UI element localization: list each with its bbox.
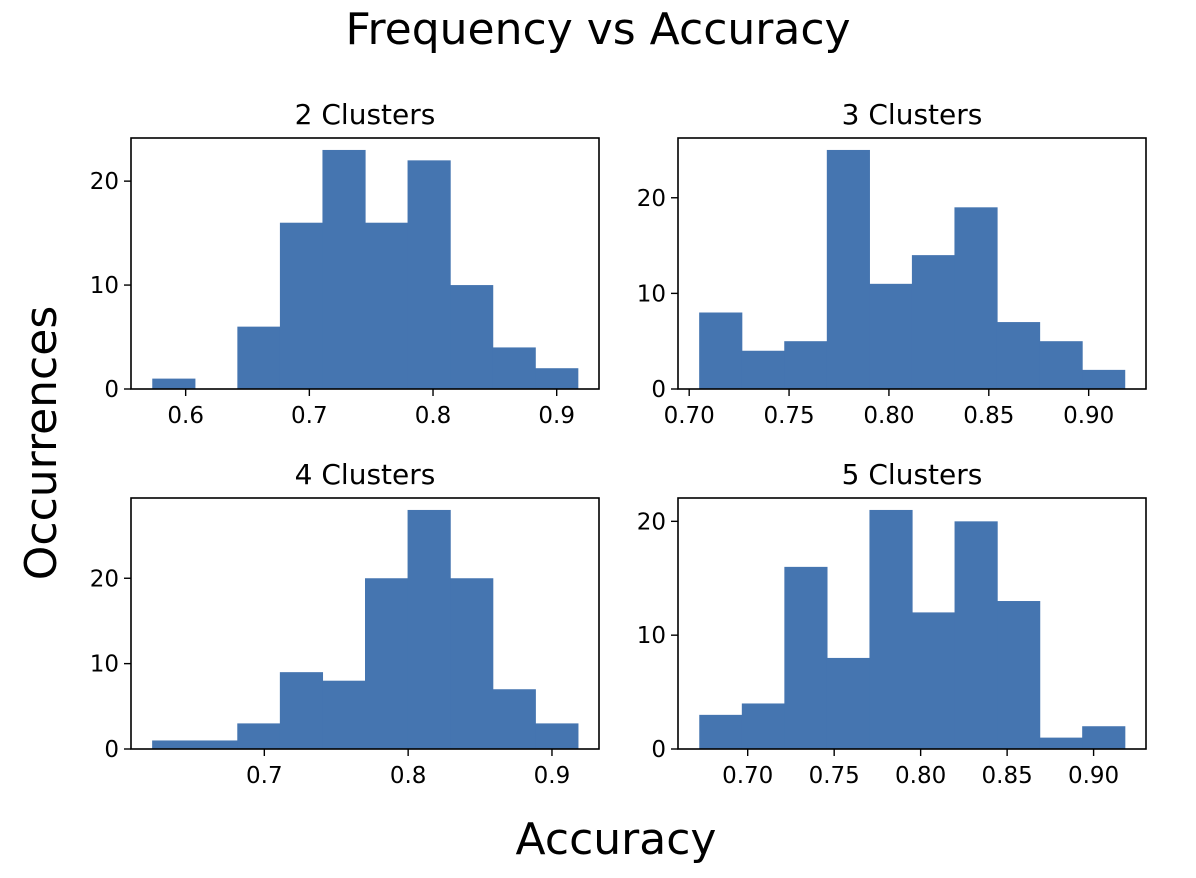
histogram-bar	[492, 689, 536, 749]
histogram-bar	[279, 222, 324, 389]
histogram-bar	[1082, 726, 1126, 749]
histogram-bar	[869, 283, 913, 389]
histogram-bar	[322, 149, 366, 389]
figure-y-axis-label: Occurrences	[16, 305, 67, 581]
x-tick-label: 0.80	[895, 763, 946, 789]
histogram-bar	[826, 657, 871, 749]
y-tick-label: 20	[637, 186, 666, 212]
figure-x-axis-label: Accuracy	[515, 814, 717, 865]
histogram-bar	[784, 341, 828, 389]
histogram-bar	[996, 322, 1041, 389]
axes-frame	[130, 137, 600, 390]
subplot-1: 0.6 0.7 0.8 0.9 0 10 20 2 Clusters	[90, 98, 600, 429]
x-tick-label: 0.7	[246, 763, 283, 789]
x-tick-label: 0.70	[664, 403, 715, 429]
histogram-bar	[869, 509, 913, 749]
histogram-bar	[535, 368, 579, 389]
x-tick-label: 0.80	[863, 403, 914, 429]
subplot-title: 2 Clusters	[295, 98, 436, 131]
x-tick-label: 0.8	[390, 763, 427, 789]
histogram-bar	[237, 723, 281, 749]
subplot-title: 4 Clusters	[295, 458, 436, 491]
y-tick-label: 10	[90, 652, 119, 678]
histogram-bar	[699, 714, 743, 749]
histogram-bar	[1039, 341, 1083, 389]
y-tick-label: 0	[104, 737, 119, 763]
subplot-3: 0.7 0.8 0.9 0 10 20 4 Clusters	[90, 458, 600, 789]
x-tick-label: 0.9	[538, 403, 575, 429]
y-tick-label: 0	[104, 377, 119, 403]
histogram-bar	[535, 723, 579, 749]
histogram-bar	[826, 149, 870, 389]
y-tick-label: 10	[637, 623, 666, 649]
x-tick-label: 0.75	[809, 763, 860, 789]
histogram-bar	[365, 578, 409, 749]
x-tick-label: 0.85	[963, 403, 1014, 429]
histogram-bar	[492, 347, 536, 389]
axes-frame	[677, 137, 1147, 390]
histogram-bar	[450, 285, 494, 389]
histogram-bar	[911, 255, 956, 389]
y-tick-label: 20	[90, 566, 119, 592]
histogram-bar	[954, 207, 998, 389]
x-tick-label: 0.8	[415, 403, 452, 429]
y-tick-label: 20	[90, 169, 119, 195]
subplot-4: 0.70 0.75 0.80 0.85 0.90 0 10 20 5 Clusters	[637, 458, 1147, 789]
histogram-bar	[954, 521, 998, 749]
x-tick-label: 0.70	[722, 763, 773, 789]
histogram-bar	[407, 509, 451, 749]
histogram-bar	[1039, 737, 1083, 749]
axes-frame	[677, 497, 1147, 750]
histogram-bar	[784, 566, 828, 749]
x-tick-label: 0.90	[1068, 763, 1119, 789]
histogram-bar	[1082, 369, 1126, 389]
histogram-bar	[997, 601, 1041, 749]
histogram-bar	[194, 740, 238, 749]
histogram-bar	[699, 312, 743, 389]
subplot-title: 5 Clusters	[842, 458, 983, 491]
histogram-bar	[322, 680, 366, 749]
histogram-bar	[741, 350, 785, 389]
histogram-bar	[407, 160, 451, 389]
x-tick-label: 0.6	[167, 403, 204, 429]
x-tick-label: 0.7	[291, 403, 328, 429]
x-tick-label: 0.75	[763, 403, 814, 429]
x-tick-label: 0.90	[1063, 403, 1114, 429]
histogram-bar	[450, 578, 494, 749]
histogram-bar	[152, 378, 196, 389]
histogram-bar	[152, 740, 196, 749]
axes-frame	[130, 497, 600, 750]
y-tick-label: 0	[651, 377, 666, 403]
histogram-bar	[279, 672, 324, 749]
y-tick-label: 20	[637, 509, 666, 535]
subplot-2: 0.70 0.75 0.80 0.85 0.90 0 10 20 3 Clusters	[637, 98, 1147, 429]
subplot-title: 3 Clusters	[842, 98, 983, 131]
histogram-bar	[912, 612, 956, 749]
histogram-bar	[741, 703, 785, 749]
y-tick-label: 10	[637, 281, 666, 307]
x-tick-label: 0.9	[534, 763, 571, 789]
figure-title: Frequency vs Accuracy	[345, 4, 851, 55]
y-tick-label: 0	[651, 737, 666, 763]
histogram-bar	[365, 222, 409, 389]
x-tick-label: 0.85	[982, 763, 1033, 789]
histogram-bar	[237, 326, 281, 389]
y-tick-label: 10	[90, 273, 119, 299]
